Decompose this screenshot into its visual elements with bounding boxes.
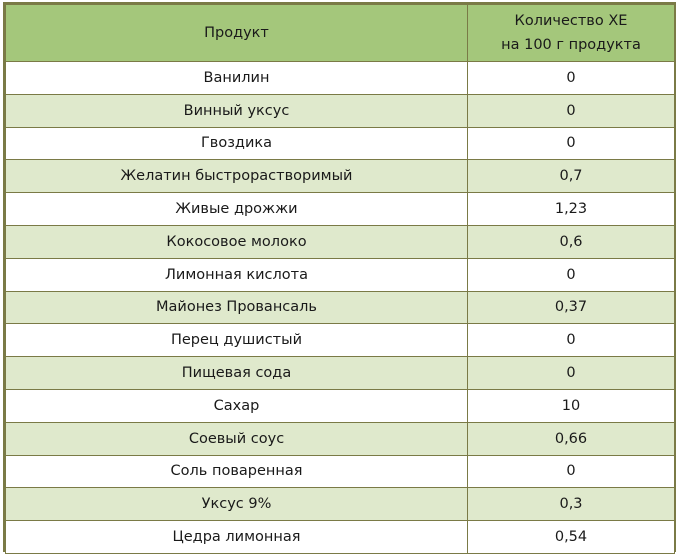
product-cell: Ванилин [5, 61, 468, 95]
xe-table-container: Продукт Количество ХЕ на 100 г продукта … [3, 2, 676, 554]
xe-cell: 0,54 [467, 520, 675, 554]
table-row: Майонез Провансаль 0,37 [5, 290, 675, 325]
table-row: Ванилин 0 [5, 61, 675, 95]
product-cell: Уксус 9% [5, 487, 468, 522]
column-header-xe: Количество ХЕ на 100 г продукта [467, 4, 675, 62]
table-row: Соевый соус 0,66 [5, 421, 675, 456]
table-row: Пищевая сода 0 [5, 356, 675, 390]
product-cell: Соль поваренная [5, 454, 468, 489]
xe-cell: 0 [467, 323, 675, 358]
column-header-xe-line1: Количество ХЕ [514, 13, 628, 29]
product-cell: Лимонная кислота [5, 257, 468, 292]
xe-cell: 0 [467, 257, 675, 292]
table-row: Кокосовое молоко 0,6 [5, 224, 675, 259]
table-row: Цедра лимонная 0,54 [5, 520, 675, 554]
xe-table: Продукт Количество ХЕ на 100 г продукта … [5, 4, 675, 554]
product-cell: Перец душистый [5, 323, 468, 358]
xe-cell: 0 [467, 454, 675, 489]
xe-cell: 0,6 [467, 224, 675, 259]
table-row: Лимонная кислота 0 [5, 257, 675, 292]
xe-cell: 0 [467, 356, 675, 390]
table-row: Винный уксус 0 [5, 93, 675, 128]
column-header-product: Продукт [5, 4, 468, 62]
table-row: Живые дрожжи 1,23 [5, 192, 675, 226]
product-cell: Желатин быстрорастворимый [5, 159, 468, 194]
xe-cell: 0 [467, 61, 675, 95]
column-header-xe-line2: на 100 г продукта [501, 37, 641, 53]
xe-cell: 0,37 [467, 290, 675, 325]
product-cell: Кокосовое молоко [5, 224, 468, 259]
product-cell: Пищевая сода [5, 356, 468, 390]
product-cell: Цедра лимонная [5, 520, 468, 554]
header-row: Продукт Количество ХЕ на 100 г продукта [5, 4, 675, 62]
table-row: Уксус 9% 0,3 [5, 487, 675, 522]
xe-cell: 0,66 [467, 421, 675, 456]
product-cell: Винный уксус [5, 93, 468, 128]
xe-cell: 0,7 [467, 159, 675, 194]
product-cell: Сахар [5, 388, 468, 423]
table-header: Продукт Количество ХЕ на 100 г продукта [5, 4, 675, 62]
xe-cell: 0 [467, 93, 675, 128]
xe-cell: 0 [467, 126, 675, 161]
product-cell: Живые дрожжи [5, 192, 468, 226]
table-row: Гвоздика 0 [5, 126, 675, 161]
xe-cell: 10 [467, 388, 675, 423]
xe-cell: 0,3 [467, 487, 675, 522]
product-cell: Гвоздика [5, 126, 468, 161]
table-row: Перец душистый 0 [5, 323, 675, 358]
product-cell: Соевый соус [5, 421, 468, 456]
xe-cell: 1,23 [467, 192, 675, 226]
table-row: Соль поваренная 0 [5, 454, 675, 489]
table-body: Ванилин 0 Винный уксус 0 Гвоздика 0 Жела… [5, 61, 675, 554]
table-row: Сахар 10 [5, 388, 675, 423]
table-row: Желатин быстрорастворимый 0,7 [5, 159, 675, 194]
product-cell: Майонез Провансаль [5, 290, 468, 325]
